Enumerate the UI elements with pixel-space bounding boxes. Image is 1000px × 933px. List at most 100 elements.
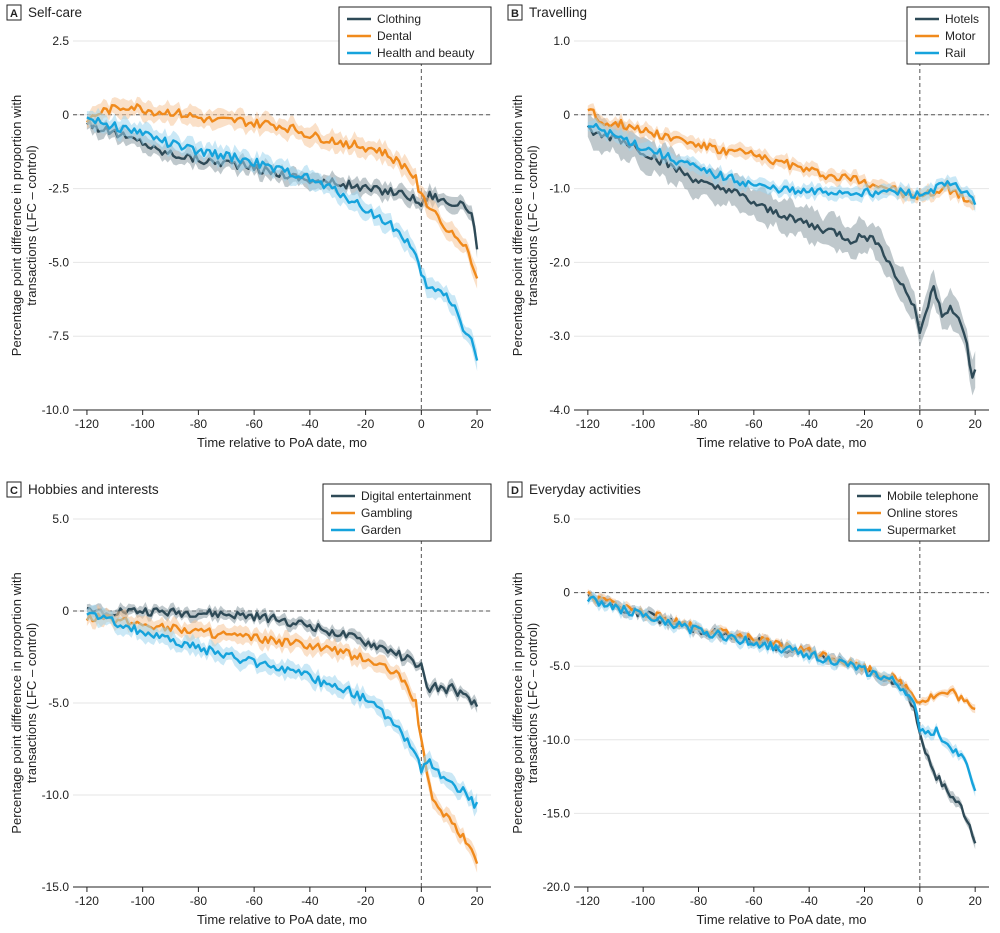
x-tick-label: -80 <box>690 894 708 908</box>
ci-band-health-and-beauty <box>86 107 478 371</box>
legend-label-dental: Dental <box>377 29 412 43</box>
y-axis-title-line2: transactions (LFC – control) <box>525 145 540 305</box>
y-tick-label: -1.0 <box>549 182 570 196</box>
x-tick-label: -40 <box>301 417 319 431</box>
panel-letter-box <box>6 481 22 498</box>
series-line-rail <box>587 122 977 206</box>
panel-letter: D <box>511 485 519 497</box>
y-tick-label: -20.0 <box>543 880 571 894</box>
x-tick-label: -20 <box>856 417 874 431</box>
x-tick-label: -20 <box>357 417 375 431</box>
x-tick-label: -60 <box>745 417 763 431</box>
panel-letter: B <box>511 8 519 20</box>
panel-title: Hobbies and interests <box>28 482 159 497</box>
y-tick-label: 5.0 <box>52 512 69 526</box>
y-tick-label: 5.0 <box>553 512 570 526</box>
y-tick-label: -3.0 <box>549 329 570 343</box>
legend-label-clothing: Clothing <box>377 12 421 26</box>
y-axis-title-line1: Percentage point difference in proportio… <box>9 95 24 356</box>
panel-a: A Self-care 2.5 0 -2.5 -5.0 -7.5 -10.0 -120 -100 -… <box>6 4 492 450</box>
y-tick-label: -4.0 <box>549 403 570 417</box>
y-tick-label: -5.0 <box>48 255 69 269</box>
x-tick-label: 0 <box>418 894 425 908</box>
ci-band-dental <box>86 96 478 289</box>
y-axis-title-line2: transactions (LFC – control) <box>24 623 39 783</box>
legend-label-health-and-beauty: Health and beauty <box>377 46 474 60</box>
x-tick-label: -120 <box>576 417 600 431</box>
series-line-garden <box>86 611 479 809</box>
legend: Hotels Motor Rail <box>906 6 990 65</box>
y-axis-title-line1: Percentage point difference in proportio… <box>9 572 24 833</box>
ci-band-supermarket <box>587 591 976 797</box>
x-tick-label: -20 <box>357 894 375 908</box>
x-tick-label: -100 <box>131 417 155 431</box>
legend: Digital entertainment Gambling Garden <box>322 483 492 542</box>
x-tick-label: 0 <box>418 417 425 431</box>
x-tick-label: 0 <box>916 417 923 431</box>
x-tick-label: -60 <box>245 894 263 908</box>
panel-letter-box <box>6 4 22 21</box>
ci-band-clothing <box>86 114 478 259</box>
ci-band-hotels <box>587 113 976 396</box>
y-tick-label: 2.5 <box>52 34 69 48</box>
series-line-health-and-beauty <box>86 116 479 361</box>
x-tick-label: -40 <box>800 894 818 908</box>
legend-label-supermarket: Supermarket <box>887 523 956 537</box>
y-tick-label: -5.0 <box>48 696 69 710</box>
panels: A Self-care 2.5 0 -2.5 -5.0 -7.5 -10.0 -120 -100 -… <box>6 4 990 927</box>
panel-title: Self-care <box>28 5 82 20</box>
x-tick-label: 20 <box>968 417 982 431</box>
legend-label-online-stores: Online stores <box>887 506 958 520</box>
y-tick-label: 0 <box>563 586 570 600</box>
panel-letter-box <box>507 4 523 21</box>
x-tick-label: -60 <box>745 894 763 908</box>
x-axis-title: Time relative to PoA date, mo <box>696 435 866 450</box>
legend-label-motor: Motor <box>945 29 976 43</box>
x-axis-title: Time relative to PoA date, mo <box>197 435 367 450</box>
y-axis-title-line1: Percentage point difference in proportio… <box>510 572 525 833</box>
x-tick-label: 0 <box>916 894 923 908</box>
panel-c: C Hobbies and interests 5.0 0 -5.0 -10.0 -15.0… <box>6 481 492 927</box>
x-tick-label: 20 <box>470 894 484 908</box>
panel-title: Travelling <box>529 5 587 20</box>
legend-label-hotels: Hotels <box>945 12 979 26</box>
x-tick-label: 20 <box>470 417 484 431</box>
x-tick-label: -20 <box>856 894 874 908</box>
x-tick-label: -100 <box>631 894 655 908</box>
y-axis-title-line1: Percentage point difference in proportio… <box>510 95 525 356</box>
series-line-dental <box>85 103 479 279</box>
ci-band-motor <box>587 103 976 211</box>
x-tick-label: -80 <box>190 894 208 908</box>
x-tick-label: -80 <box>690 417 708 431</box>
x-tick-label: -80 <box>190 417 208 431</box>
ci-band-gambling <box>86 604 478 873</box>
y-tick-label: 0 <box>62 604 69 618</box>
legend: Mobile telephone Online stores Supermarket <box>848 483 990 542</box>
panel-d: D Everyday activities 5.0 0 -5.0 -10.0 -15.0 -2… <box>507 481 990 927</box>
legend-label-digital-entertainment: Digital entertainment <box>361 489 472 503</box>
y-tick-label: -15.0 <box>42 880 70 894</box>
series-line-digital-entertainment <box>86 607 479 708</box>
panel-letter: C <box>10 485 18 497</box>
y-tick-label: 1.0 <box>553 34 570 48</box>
y-axis-title-line2: transactions (LFC – control) <box>24 145 39 305</box>
y-tick-label: -10.0 <box>42 403 70 417</box>
x-axis-title: Time relative to PoA date, mo <box>197 912 367 927</box>
panel-letter: A <box>10 8 18 20</box>
series-line-hotels <box>586 124 977 379</box>
x-tick-label: -100 <box>631 417 655 431</box>
y-tick-label: -2.5 <box>48 182 69 196</box>
x-tick-label: -40 <box>301 894 319 908</box>
legend-label-gambling: Gambling <box>361 506 412 520</box>
x-tick-label: -120 <box>576 894 600 908</box>
panel-title: Everyday activities <box>529 482 641 497</box>
panel-b: B Travelling 1.0 0 -1.0 -2.0 -3.0 -4.0 -120 -100 -… <box>507 4 990 450</box>
x-tick-label: -120 <box>75 417 99 431</box>
legend-label-rail: Rail <box>945 46 966 60</box>
x-tick-label: -40 <box>800 417 818 431</box>
x-tick-label: -120 <box>75 894 99 908</box>
x-axis-title: Time relative to PoA date, mo <box>696 912 866 927</box>
y-tick-label: -15.0 <box>543 806 571 820</box>
y-tick-label: 0 <box>563 108 570 122</box>
